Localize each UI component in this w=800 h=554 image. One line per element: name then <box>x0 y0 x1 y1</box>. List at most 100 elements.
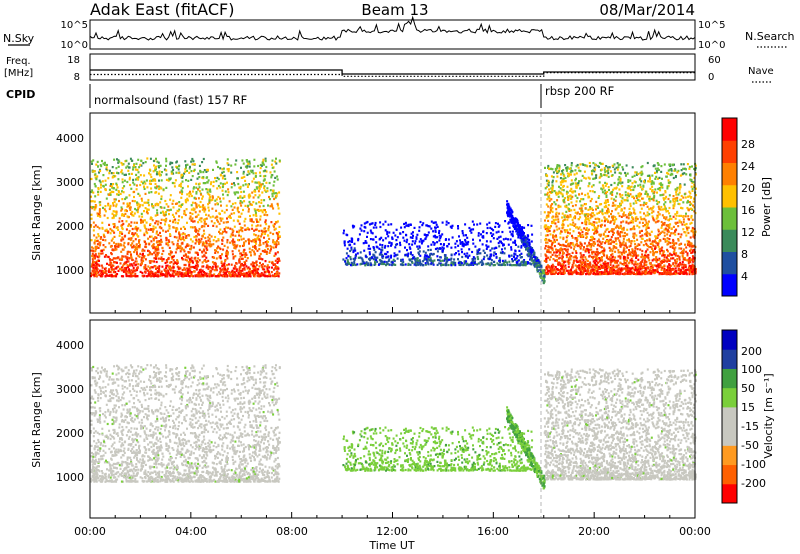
power-echo-cell <box>130 244 132 247</box>
power-echo-cell <box>384 229 387 232</box>
power-echo-cell <box>651 243 654 246</box>
power-echo-cell <box>650 230 653 233</box>
power-echo-cell <box>409 247 412 250</box>
power-echo-cell <box>632 207 635 210</box>
power-echo-cell <box>580 273 583 276</box>
power-echo-cell <box>172 270 175 273</box>
power-echo-cell <box>600 251 603 254</box>
power-echo-cell <box>99 169 102 173</box>
power-echo-cell <box>680 169 683 172</box>
power-echo-cell <box>372 238 375 241</box>
power-echo-cell <box>252 266 255 269</box>
power-echo-cell <box>224 182 227 185</box>
power-echo-cell <box>479 252 482 255</box>
power-echo-cell <box>120 224 123 227</box>
power-echo-cell <box>520 246 523 249</box>
power-echo-cell <box>232 240 235 243</box>
power-echo-cell <box>364 264 367 267</box>
power-echo-cell <box>207 192 210 195</box>
power-echo-cell <box>229 227 232 230</box>
power-echo-cell <box>160 238 163 241</box>
power-echo-cell <box>130 172 133 175</box>
power-echo-cell <box>210 220 213 223</box>
power-echo-cell <box>486 254 489 257</box>
power-echo-cell <box>214 261 217 265</box>
power-echo-cell <box>652 258 655 261</box>
power-echo-cell <box>190 256 193 259</box>
power-echo-cell <box>195 268 198 271</box>
power-echo-cell <box>404 253 407 256</box>
power-echo-cell <box>129 183 132 187</box>
power-echo-cell <box>666 239 669 242</box>
power-echo-cell <box>203 242 206 245</box>
power-echo-cell <box>264 227 267 230</box>
power-echo-cell <box>610 229 613 232</box>
power-echo-cell <box>191 212 194 215</box>
power-echo-cell <box>669 200 672 203</box>
power-echo-cell <box>125 268 128 271</box>
power-echo-cell <box>262 158 265 161</box>
power-echo-cell <box>175 272 178 276</box>
power-echo-cell <box>648 178 651 181</box>
power-echo-cell <box>195 197 197 200</box>
power-echo-cell <box>160 187 163 190</box>
power-echo-cell <box>219 197 221 200</box>
power-echo-cell <box>504 259 507 262</box>
power-echo-cell <box>370 257 373 260</box>
power-echo-cell <box>140 221 143 224</box>
power-echo-cell <box>210 235 213 238</box>
power-echo-cell <box>123 173 126 176</box>
power-echo-cell <box>90 275 92 278</box>
power-echo-cell <box>523 259 526 262</box>
power-echo-cell <box>578 226 581 229</box>
power-echo-cell <box>195 186 198 189</box>
power-echo-cell <box>607 266 610 269</box>
power-echo-cell <box>581 233 584 236</box>
power-echo-cell <box>388 231 391 234</box>
power-echo-cell <box>454 261 457 264</box>
power-echo-cell <box>129 272 132 275</box>
power-echo-cell <box>180 196 183 199</box>
power-echo-cell <box>640 218 643 221</box>
power-echo-cell <box>246 226 249 230</box>
power-echo-cell <box>243 200 246 203</box>
power-echo-cell <box>154 254 157 258</box>
power-echo-cell <box>266 244 269 247</box>
power-echo-cell <box>418 253 420 256</box>
power-echo-cell <box>678 188 681 191</box>
power-echo-cell <box>646 222 649 226</box>
power-echo-cell <box>601 256 603 259</box>
power-echo-cell <box>572 256 575 259</box>
power-echo-cell <box>692 260 695 263</box>
power-echo-cell <box>661 214 664 217</box>
power-echo-cell <box>135 226 138 229</box>
power-echo-cell <box>223 264 226 267</box>
power-echo-cell <box>163 214 166 217</box>
power-echo-cell <box>102 206 104 209</box>
power-echo-cell <box>688 242 690 245</box>
power-echo-cell <box>131 199 134 203</box>
power-echo-cell <box>94 195 97 198</box>
power-echo-cell <box>133 200 136 203</box>
power-echo-cell <box>193 266 196 269</box>
power-echo-cell <box>483 251 486 254</box>
power-echo-cell <box>585 228 588 231</box>
power-echo-cell <box>154 182 157 186</box>
power-echo-cell <box>219 217 222 220</box>
power-echo-cell <box>677 239 680 242</box>
power-echo-cell <box>618 176 621 179</box>
power-echo-cell <box>652 181 655 184</box>
power-echo-cell <box>446 245 449 248</box>
power-echo-cell <box>258 265 261 268</box>
power-echo-cell <box>436 225 439 228</box>
power-echo-cell <box>393 259 396 263</box>
power-echo-cell <box>188 192 191 195</box>
power-echo-cell <box>274 176 277 179</box>
power-echo-cell <box>169 233 171 236</box>
power-echo-cell <box>168 246 171 249</box>
power-echo-cell <box>581 221 584 225</box>
power-echo-cell <box>205 217 208 220</box>
power-echo-cell <box>579 241 582 244</box>
power-echo-cell <box>394 254 397 257</box>
power-echo-cell <box>155 267 157 270</box>
